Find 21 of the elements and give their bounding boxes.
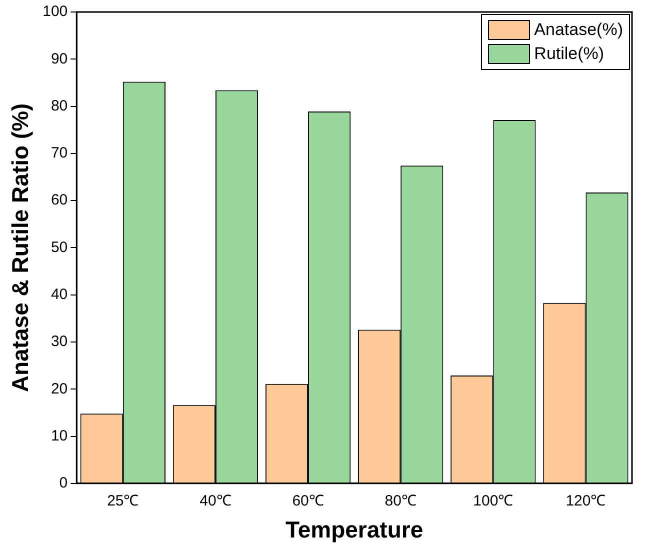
y-tick-label: 0 bbox=[59, 474, 68, 492]
y-tick-label: 100 bbox=[42, 3, 68, 20]
y-tick-label: 10 bbox=[50, 427, 68, 444]
x-axis-title: Temperature bbox=[286, 516, 424, 543]
y-tick-label: 50 bbox=[50, 238, 68, 256]
y-tick-label: 40 bbox=[50, 286, 68, 303]
x-tick-label: 25℃ bbox=[107, 492, 139, 510]
y-tick-label: 70 bbox=[50, 144, 68, 162]
y-axis-title: Anatase & Rutile Ratio (%) bbox=[7, 103, 34, 392]
x-tick-label: 80℃ bbox=[384, 492, 416, 510]
y-tick-label: 30 bbox=[50, 333, 68, 350]
y-tick-label: 20 bbox=[50, 380, 68, 398]
legend-label: Rutile(%) bbox=[534, 44, 604, 64]
x-tick-label: 100℃ bbox=[473, 492, 514, 510]
x-tick-label: 120℃ bbox=[566, 492, 606, 510]
x-tick-label: 40℃ bbox=[200, 492, 232, 510]
x-tick-label: 60℃ bbox=[292, 492, 324, 510]
legend-label: Anatase(%) bbox=[534, 20, 623, 40]
y-tick-label: 60 bbox=[50, 192, 68, 209]
y-tick-label: 80 bbox=[50, 97, 68, 114]
y-tick-label: 90 bbox=[50, 50, 68, 68]
